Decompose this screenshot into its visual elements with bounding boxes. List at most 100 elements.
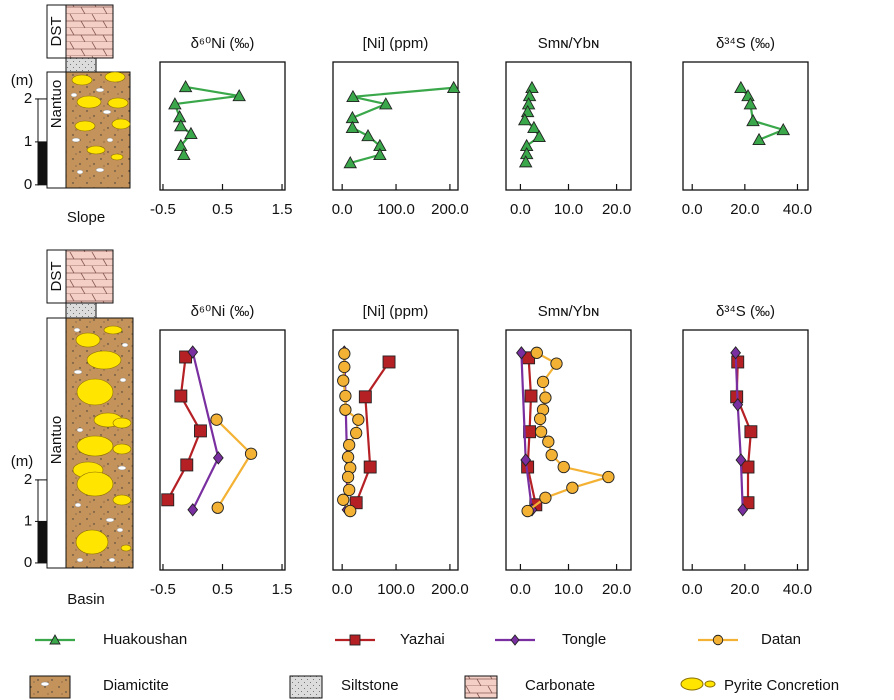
marker-circle (546, 449, 557, 460)
legend-label: Datan (761, 631, 801, 648)
marker-circle (535, 426, 546, 437)
scale-units: (m) (11, 453, 34, 470)
marker-triangle (346, 122, 358, 133)
marker-circle (342, 451, 353, 462)
marker-diamond (214, 452, 224, 464)
section-label: Slope (67, 209, 105, 226)
clast (77, 428, 83, 432)
x-tick-label: 200.0 (431, 201, 469, 218)
marker-circle (353, 414, 364, 425)
clast (107, 138, 113, 142)
marker-square (194, 425, 206, 437)
marker-circle (339, 348, 350, 359)
x-tick-label: 20.0 (602, 581, 631, 598)
panel-title: Smɴ/Ybɴ (538, 35, 600, 52)
marker-circle (345, 505, 356, 516)
marker-diamond (511, 635, 519, 645)
marker-triangle (362, 130, 374, 141)
scale-bar (38, 99, 47, 142)
scale-label: 0 (24, 176, 32, 193)
marker-circle (540, 392, 551, 403)
marker-diamond (188, 504, 198, 516)
marker-circle (603, 471, 614, 482)
x-tick-label: 0.0 (332, 581, 353, 598)
clast (120, 378, 126, 382)
x-tick-label: 0.5 (212, 581, 233, 598)
legend-swatch (30, 676, 70, 698)
marker-circle (245, 448, 256, 459)
pyrite-concretion (87, 351, 121, 369)
marker-triangle (526, 82, 538, 93)
panel-title: [Ni] (ppm) (363, 35, 429, 52)
figure: δ⁶⁰Ni (‰)-0.50.51.5[Ni] (ppm)0.0100.0200… (0, 0, 894, 700)
x-tick-label: 0.0 (682, 201, 703, 218)
clast (72, 138, 80, 142)
legend-label: Tongle (562, 631, 606, 648)
plot-frame (160, 330, 285, 570)
marker-circle (540, 492, 551, 503)
legend-label: Pyrite Concretion (724, 677, 839, 694)
scale-units: (m) (11, 72, 34, 89)
unit-label: DST (48, 17, 65, 47)
scale-bar (38, 521, 47, 563)
legend-label: Carbonate (525, 677, 595, 694)
legend-swatch (290, 676, 322, 698)
x-tick-label: 100.0 (377, 201, 415, 218)
scale-label: 1 (24, 133, 32, 150)
clast (41, 682, 49, 686)
clast (96, 168, 104, 172)
scale-label: 0 (24, 554, 32, 571)
clast (71, 93, 77, 97)
panel-title: δ⁶⁰Ni (‰) (191, 303, 255, 320)
x-tick-label: 200.0 (431, 581, 469, 598)
clast (96, 88, 104, 92)
x-tick-label: 0.0 (510, 201, 531, 218)
x-tick-label: 0.0 (332, 201, 353, 218)
scale-label: 2 (24, 90, 32, 107)
marker-circle (339, 361, 350, 372)
panel-title: δ³⁴S (‰) (716, 35, 775, 52)
pyrite-concretion (105, 72, 125, 82)
pyrite-concretion (113, 495, 131, 505)
marker-square (525, 390, 537, 402)
marker-circle (558, 461, 569, 472)
marker-square (162, 494, 174, 506)
clast (103, 110, 111, 114)
carbonate-layer (66, 250, 113, 303)
marker-circle (713, 635, 723, 645)
pyrite-concretion (87, 146, 105, 154)
x-tick-label: 10.0 (554, 581, 583, 598)
section-label: Basin (67, 591, 105, 608)
x-tick-label: 20.0 (602, 201, 631, 218)
pyrite-concretion (113, 444, 131, 454)
legend-label: Yazhai (400, 631, 445, 648)
plot-frame (506, 62, 631, 190)
panel-title: δ³⁴S (‰) (716, 303, 775, 320)
x-tick-label: 1.5 (272, 201, 293, 218)
pyrite-concretion (76, 333, 100, 347)
pyrite-concretion (77, 436, 113, 456)
legend-label: Huakoushan (103, 631, 187, 648)
pyrite-concretion (113, 418, 131, 428)
scale-bar (38, 142, 47, 185)
series-line (217, 420, 252, 508)
pyrite-concretion (72, 75, 92, 85)
marker-triangle (735, 82, 747, 93)
clast (117, 528, 123, 532)
marker-circle (350, 427, 361, 438)
x-tick-label: -0.5 (150, 201, 176, 218)
pyrite-concretion (112, 119, 130, 129)
marker-square (732, 356, 744, 368)
clast (106, 518, 114, 522)
plot-frame (683, 62, 808, 190)
x-tick-label: 100.0 (377, 581, 415, 598)
clast (74, 370, 82, 374)
pyrite-concretion (77, 379, 113, 405)
marker-circle (340, 404, 351, 415)
pyrite-concretion (121, 545, 131, 551)
unit-label: DST (48, 262, 65, 292)
unit-label: Nantuo (48, 416, 65, 464)
pyrite-concretion (77, 96, 101, 108)
x-tick-label: 0.0 (510, 581, 531, 598)
clast (74, 328, 80, 332)
